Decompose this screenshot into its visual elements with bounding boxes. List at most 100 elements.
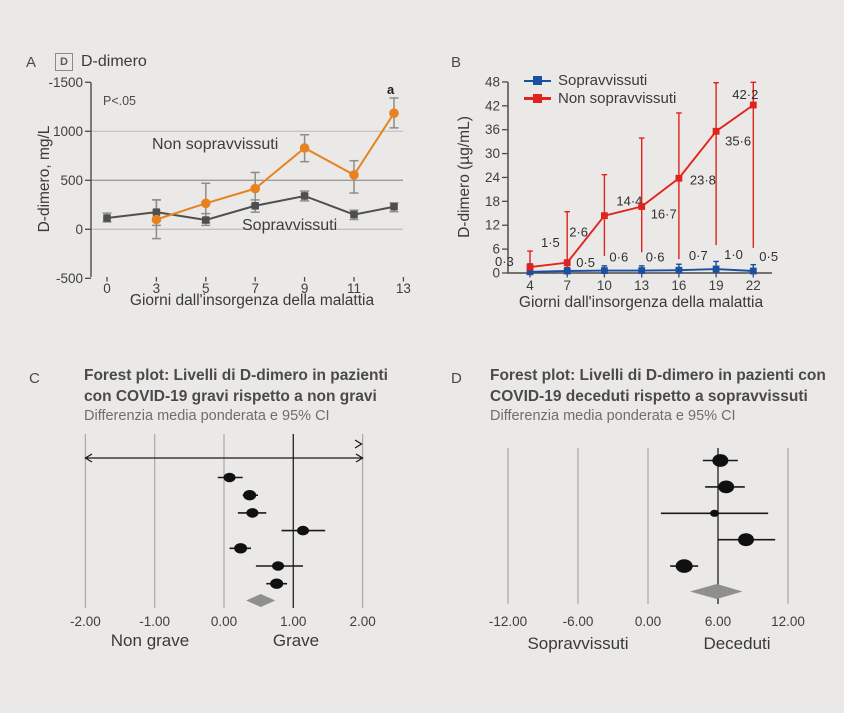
d-dimer-box-icon: D: [55, 53, 73, 71]
panel-b-x-tick-label: 16: [671, 278, 686, 293]
data-point: [350, 210, 358, 219]
panel-d-x-tick-label: 6.00: [705, 614, 731, 629]
panel-c-title: Forest plot: Livelli di D-dimero in pazi…: [84, 366, 394, 407]
panel-c-x-tick-label: -2.00: [70, 614, 101, 629]
panel-c-x-tick-label: 2.00: [349, 614, 375, 629]
panel-a-letter: A: [26, 54, 37, 71]
panel-a-x-axis-title: Giorni dall'insorgenza della malattia: [129, 292, 375, 309]
panel-d-title-line1: Forest plot: Livelli di D-dimero in pazi…: [490, 367, 826, 384]
panel-b-x-tick-label: 13: [634, 278, 649, 293]
panel-b-y-tick-label: 12: [485, 218, 500, 233]
data-point-label: 14·4: [616, 194, 642, 209]
panel-b-y-tick-label: 30: [485, 146, 500, 161]
panel-d-left-group-label: Sopravvissuti: [527, 634, 629, 653]
panel-d-chart: -12.00 -6.00 0.00 6.00 12.00: [489, 448, 805, 629]
data-point: [675, 266, 683, 274]
panel-d-letter: D: [451, 370, 462, 387]
range-arrow-left-head: [84, 453, 93, 463]
panel-a-x-tick-label: 9: [301, 281, 309, 296]
panel-a-significance-note: a: [387, 82, 395, 97]
data-point: [526, 268, 534, 276]
ci-overflow-arrow: [354, 439, 363, 449]
legend-item-non-survivors: Non sopravvissuti: [524, 89, 677, 107]
panel-a-x-tick-label: 5: [202, 281, 210, 296]
data-point: [675, 174, 683, 182]
data-point: [749, 267, 757, 275]
panel-a-label-non-survivors: Non sopravvissuti: [152, 136, 279, 153]
panel-d-x-tick-label: 0.00: [635, 614, 661, 629]
panel-d-right-group-label: Deceduti: [703, 634, 771, 653]
data-point: [151, 214, 162, 225]
panel-b-y-tick-label: 36: [485, 122, 500, 137]
data-point: [601, 212, 608, 220]
data-point: [103, 214, 111, 222]
data-point: [300, 192, 309, 200]
panel-b-y-tick-label: 48: [485, 74, 500, 89]
study-point: [738, 533, 755, 547]
panel-a-series-line-non-sopravvissuti: [156, 112, 395, 221]
data-point-label: 0·7: [689, 248, 708, 263]
study-point: [297, 525, 310, 536]
panel-c-x-tick-label: 1.00: [280, 614, 306, 629]
panel-a-title: D-dimero: [81, 53, 147, 70]
legend-label-non-survivors: Non sopravvissuti: [558, 89, 677, 107]
panel-d-x-tick-label: -6.00: [563, 614, 594, 629]
panel-a-y-tick-label: 1000: [53, 124, 83, 139]
data-point: [251, 201, 259, 210]
panel-c-x-tick-label: 0.00: [211, 614, 237, 629]
panel-c-left-group-label: Non grave: [110, 631, 190, 650]
panel-c-right-group-label: Grave: [272, 631, 320, 650]
panel-d-x-tick-label: 12.00: [771, 614, 805, 629]
panel-a-x-tick-label: 11: [347, 281, 361, 296]
panel-d-subtitle: Differenzia media ponderata e 95% CI: [490, 408, 736, 424]
range-arrow-right-head: [355, 453, 364, 463]
study-point: [270, 578, 284, 589]
data-point: [563, 259, 571, 267]
panel-a-x-tick-label: 13: [396, 281, 411, 296]
legend-marker-survivors: [524, 74, 551, 87]
data-point-label: 2·6: [569, 225, 588, 240]
panel-b-x-axis-title: Giorni dall'insorgenza della malattia: [518, 294, 764, 311]
panel-d-title: Forest plot: Livelli di D-dimero in pazi…: [490, 366, 844, 407]
data-point-label: 42·2: [732, 87, 758, 102]
panel-d-title-line2: COVID-19 deceduti rispetto a sopravvissu…: [490, 387, 808, 405]
data-point: [526, 263, 534, 271]
panel-b-letter: B: [451, 54, 462, 71]
data-point: [601, 267, 608, 275]
panel-b-x-tick-label: 22: [746, 278, 761, 293]
panel-b-x-tick-label: 19: [709, 278, 724, 293]
study-point: [675, 559, 693, 573]
study-point: [710, 509, 720, 517]
panel-b-x-tick-label: 7: [563, 278, 571, 293]
data-point-label: 0·6: [646, 250, 665, 265]
data-point: [712, 127, 720, 135]
panel-c-letter: C: [29, 370, 40, 387]
panel-a-pvalue-note: P<.05: [103, 94, 137, 108]
panel-b-y-tick-label: 0: [492, 266, 500, 281]
panel-b-y-tick-label: 24: [485, 170, 501, 185]
data-point-label: 35·6: [725, 133, 751, 148]
data-point: [152, 208, 161, 216]
data-point-label: 0·6: [609, 250, 628, 265]
panel-a-y-tick-label: -1500: [48, 75, 83, 90]
panel-b-y-tick-label: 18: [485, 194, 500, 209]
panel-a-label-survivors: Sopravvissuti: [242, 217, 338, 234]
panel-a-x-tick-label: 3: [153, 281, 161, 296]
data-point: [202, 216, 210, 224]
panel-a-y-tick-label: 0: [75, 222, 83, 237]
panel-c-title-line1: Forest plot: Livelli di D-dimero in pazi…: [84, 367, 388, 384]
data-point: [201, 198, 211, 209]
data-point: [638, 203, 646, 210]
panel-b-x-tick-label: 10: [597, 278, 612, 293]
data-point: [390, 202, 398, 211]
panel-a-y-tick-label: 500: [60, 173, 83, 188]
data-point: [389, 108, 399, 118]
panel-b-y-axis-title: D-dimero (µg/mL): [456, 116, 473, 238]
data-point: [250, 183, 260, 194]
panel-c-title-line2: con COVID-19 gravi rispetto a non gravi: [84, 387, 377, 405]
panel-c-chart: -2.00 -1.00 0.00 1.00 2.00: [70, 434, 376, 629]
panel-b-y-tick-label: 42: [485, 98, 500, 113]
data-point: [638, 267, 646, 275]
